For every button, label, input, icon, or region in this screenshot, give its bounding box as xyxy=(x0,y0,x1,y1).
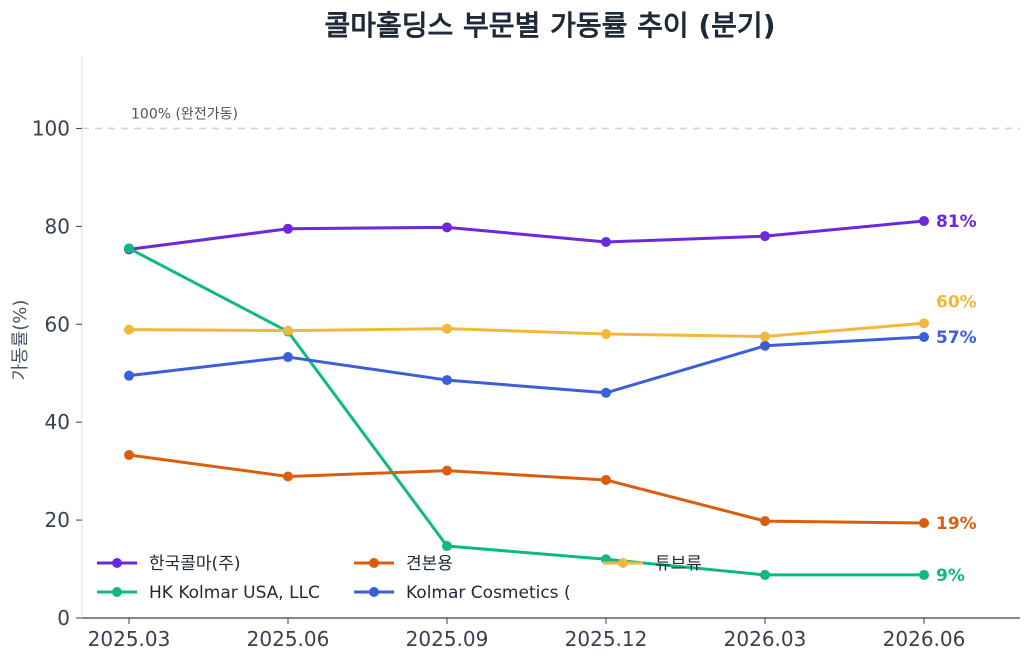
data-point xyxy=(919,318,929,329)
series-line xyxy=(128,219,925,251)
data-point xyxy=(124,370,134,381)
legend-item-label: HK Kolmar USA, LLC xyxy=(149,583,320,603)
legend-item-label: 견본용 xyxy=(406,554,453,574)
x-tick-label: 2025.12 xyxy=(565,627,648,651)
chart-title: 콜마홀딩스 부문별 가동률 추이 (분기) xyxy=(325,9,776,42)
y-tick-label: 20 xyxy=(45,508,70,532)
series-end-label: 19% xyxy=(936,514,977,534)
data-point xyxy=(760,231,770,242)
data-point xyxy=(919,518,929,529)
data-point xyxy=(442,541,452,552)
data-point xyxy=(601,387,611,398)
data-point xyxy=(919,331,929,342)
legend-swatch-marker xyxy=(618,558,628,568)
data-point xyxy=(283,325,293,336)
data-point xyxy=(124,324,134,335)
data-point xyxy=(601,329,611,340)
y-tick-label: 40 xyxy=(45,410,70,434)
y-tick-label: 80 xyxy=(45,214,70,238)
reference-line-label: 100% (완전가동) xyxy=(131,106,238,122)
plot-area: 0 20 40 60 80 100 2025.03 2025.06 2025.09 2025.12… xyxy=(32,55,1020,651)
series-end-label: 60% xyxy=(936,292,977,312)
y-tick-label: 100 xyxy=(32,116,70,140)
data-point xyxy=(760,516,770,527)
y-tick-label: 0 xyxy=(57,606,70,630)
series-line xyxy=(128,247,924,577)
data-point xyxy=(442,323,452,334)
data-point xyxy=(601,237,611,248)
data-point xyxy=(124,449,134,460)
legend-swatch-marker xyxy=(112,558,122,568)
data-point xyxy=(442,465,452,476)
legend-swatch-marker xyxy=(369,558,379,568)
data-point xyxy=(442,222,452,233)
legend-swatch-marker xyxy=(112,587,122,597)
x-tick-label: 2025.06 xyxy=(247,627,330,651)
data-point xyxy=(919,569,929,580)
data-point xyxy=(283,352,293,363)
y-axis-label: 가동률(%) xyxy=(10,300,31,381)
legend-item-label: Kolmar Cosmetics ( xyxy=(406,583,571,603)
x-tick-label: 2025.03 xyxy=(88,627,171,651)
legend-item-label: 한국콜마(주) xyxy=(149,554,240,574)
data-point xyxy=(283,471,293,482)
y-tick-label: 60 xyxy=(45,312,70,336)
legend-item-label: 튜브류 xyxy=(655,554,702,574)
data-point xyxy=(760,569,770,580)
series-end-label: 81% xyxy=(936,212,977,232)
x-tick-label: 2026.03 xyxy=(724,627,807,651)
data-point xyxy=(283,223,293,234)
data-point xyxy=(601,474,611,485)
data-point xyxy=(442,375,452,386)
series-end-label: 9% xyxy=(936,566,965,586)
data-point xyxy=(760,331,770,342)
legend-swatch-marker xyxy=(369,587,379,597)
data-point xyxy=(760,340,770,351)
series-line xyxy=(128,453,925,525)
series-end-label: 57% xyxy=(936,328,977,348)
x-tick-label: 2025.09 xyxy=(406,627,489,651)
data-point xyxy=(124,243,134,254)
series-line xyxy=(128,321,925,338)
x-tick-label: 2026.06 xyxy=(883,627,966,651)
data-point xyxy=(919,215,929,226)
series-line xyxy=(128,335,925,395)
